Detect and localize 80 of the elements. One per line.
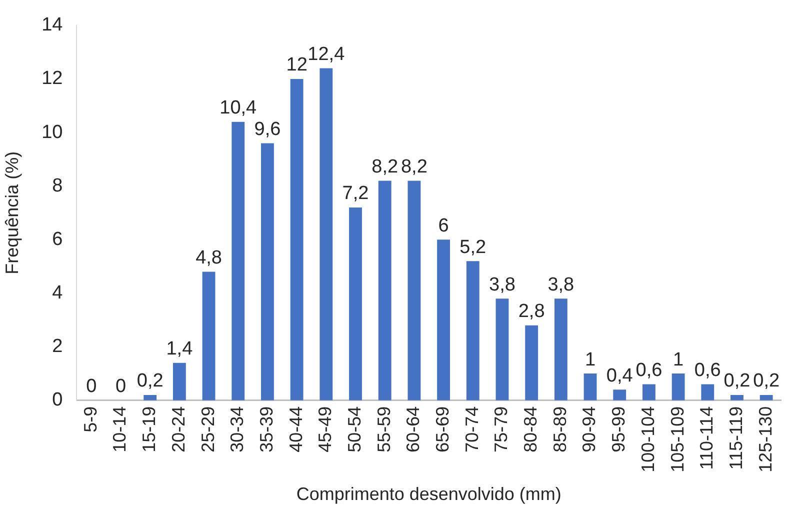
data-label: 1 <box>584 349 596 370</box>
data-label: 1,4 <box>166 338 194 360</box>
x-tick-label: 100-104 <box>638 406 658 472</box>
x-tick-label: 95-99 <box>608 406 629 452</box>
data-label: 1 <box>673 349 684 370</box>
x-tick-label: 70-74 <box>462 406 482 452</box>
bar <box>554 298 568 400</box>
bar <box>144 394 157 400</box>
bar <box>290 78 304 400</box>
x-tick-label: 115-119 <box>726 406 746 470</box>
bar <box>349 208 362 400</box>
y-tick-label: 2 <box>52 336 63 358</box>
y-tick-label: 4 <box>52 282 64 304</box>
x-axis-title: Comprimento desenvolvido (mm) <box>296 484 562 504</box>
x-tick-label: 50-54 <box>344 406 364 452</box>
data-label: 0,2 <box>136 370 164 392</box>
x-tick-label: 110-114 <box>696 406 717 470</box>
bar <box>496 298 509 400</box>
x-tick-label: 55-59 <box>374 406 394 452</box>
bar <box>466 261 480 400</box>
data-label: 3,8 <box>548 274 574 296</box>
x-tick-label: 30-34 <box>227 406 248 452</box>
bar <box>232 122 245 400</box>
x-tick-label: 20-24 <box>168 406 188 452</box>
bar <box>437 240 450 400</box>
x-tick-label: 35-39 <box>256 406 276 452</box>
data-label: 4,8 <box>196 248 222 269</box>
bar <box>202 272 216 400</box>
y-tick-label: 8 <box>52 175 63 196</box>
data-label: 5,2 <box>460 236 486 258</box>
bar <box>642 384 656 400</box>
x-tick-label: 40-44 <box>286 406 306 452</box>
bar <box>613 390 626 400</box>
x-tick-label: 85-89 <box>550 406 570 452</box>
y-tick-label: 6 <box>52 228 63 250</box>
y-axis-title: Frequência (%) <box>2 151 22 274</box>
data-label: 9,6 <box>254 118 281 140</box>
data-label: 6 <box>438 215 449 236</box>
x-tick-label: 125-130 <box>755 406 776 472</box>
bar <box>525 325 538 400</box>
bar <box>378 180 392 400</box>
data-label: 8,2 <box>372 156 398 178</box>
data-label: 0 <box>86 376 97 398</box>
data-label: 12,4 <box>308 44 346 65</box>
bar <box>320 68 333 400</box>
bar <box>408 180 421 400</box>
x-tick-label: 65-69 <box>432 406 453 452</box>
x-tick-label: 5-9 <box>80 406 100 432</box>
data-label: 0,2 <box>753 370 780 392</box>
data-label: 2,8 <box>518 301 545 322</box>
bar <box>701 384 714 400</box>
x-tick-label: 105-109 <box>667 406 688 472</box>
bar <box>760 394 773 400</box>
data-label: 0,4 <box>606 365 634 386</box>
y-tick-label: 10 <box>42 122 63 143</box>
y-tick-label: 14 <box>42 14 64 36</box>
x-tick-label: 80-84 <box>520 406 541 452</box>
bar <box>261 143 274 400</box>
y-tick-label: 0 <box>52 390 63 411</box>
x-tick-label: 75-79 <box>491 406 512 452</box>
data-label: 0,6 <box>694 360 721 382</box>
bar <box>672 374 685 400</box>
data-label: 12 <box>286 54 308 76</box>
data-label: 10,4 <box>220 98 258 119</box>
x-tick-label: 90-94 <box>579 406 600 452</box>
x-tick-label: 60-64 <box>403 406 424 452</box>
x-tick-label: 15-19 <box>139 406 160 452</box>
y-tick-label: 12 <box>42 68 63 90</box>
data-label: 0,2 <box>724 370 750 392</box>
x-tick-label: 10-14 <box>110 406 130 452</box>
x-tick-label: 45-49 <box>315 406 336 452</box>
data-label: 7,2 <box>342 183 369 204</box>
data-label: 0 <box>115 376 126 398</box>
data-label: 0,6 <box>636 360 662 382</box>
bar <box>172 362 186 400</box>
bar <box>584 374 597 400</box>
data-label: 8,2 <box>400 156 428 178</box>
bar <box>730 394 744 400</box>
x-tick-label: 25-29 <box>198 406 218 452</box>
data-label: 3,8 <box>489 274 516 296</box>
